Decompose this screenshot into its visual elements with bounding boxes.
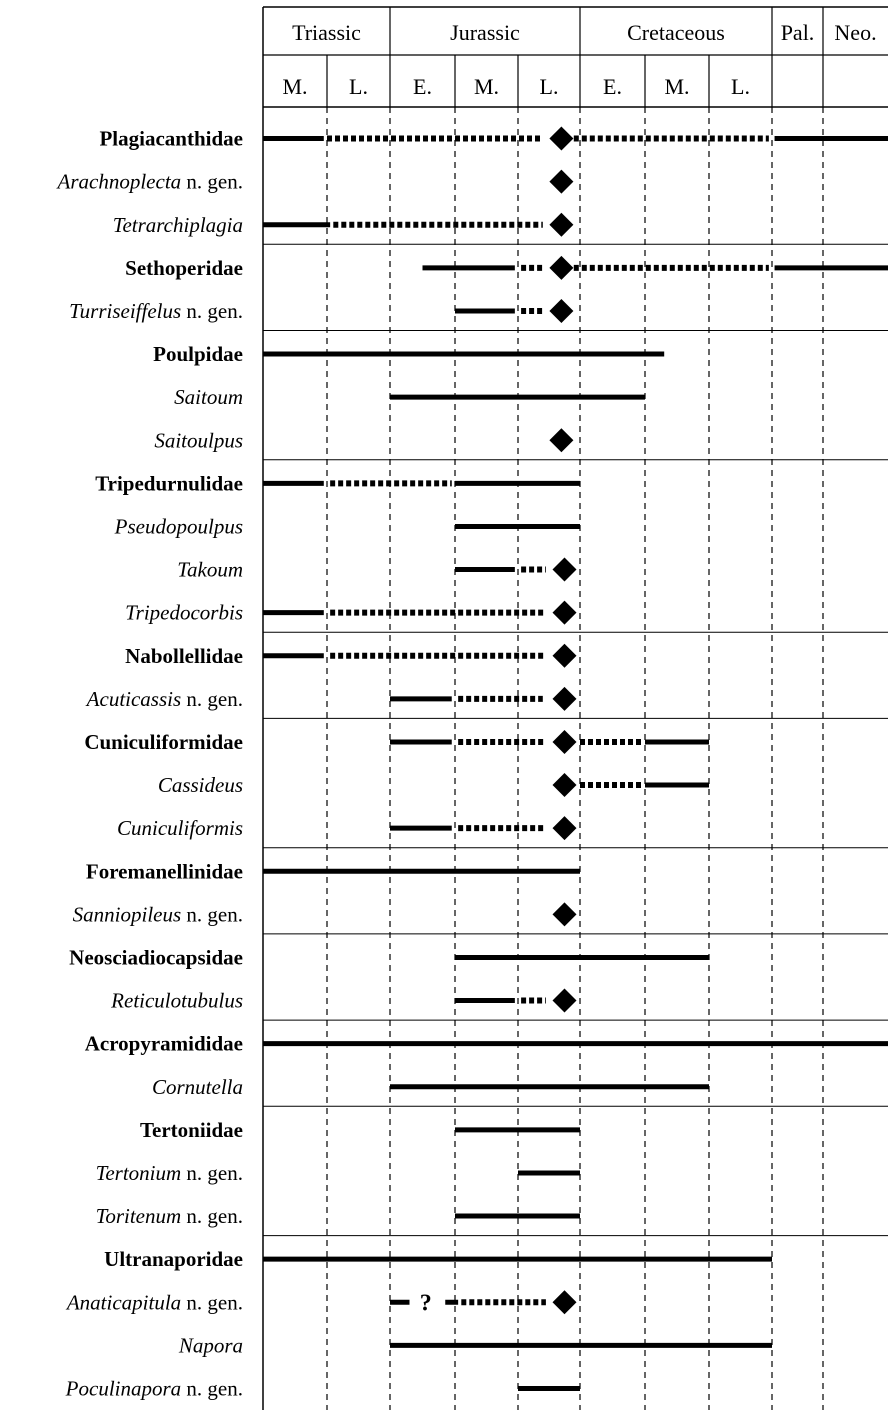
uncertain-range-mark: ? — [420, 1290, 432, 1316]
taxon-label-tripedurnulidae: Tripedurnulidae — [95, 471, 243, 495]
taxon-label-cuniculiformis: Cuniculiformis — [117, 816, 243, 840]
taxon-label-acuticassis: Acuticassis n. gen. — [85, 687, 243, 711]
taxon-label-sanniopileus: Sanniopileus n. gen. — [73, 902, 243, 926]
taxon-name: Turriseiffelus — [69, 299, 181, 323]
occurrence-diamond — [552, 816, 577, 841]
taxon-name: Saitoum — [174, 385, 243, 409]
stage-label: L. — [349, 74, 368, 99]
taxon-label-nabollellidae: Nabollellidae — [125, 644, 243, 668]
period-label: Triassic — [292, 20, 361, 45]
occurrence-diamond — [549, 169, 574, 194]
period-label: Jurassic — [450, 20, 520, 45]
taxon-name: Tertonium — [96, 1161, 182, 1185]
occurrence-diamond — [552, 643, 577, 668]
taxon-name: Tripedocorbis — [125, 601, 243, 625]
occurrence-diamond — [552, 600, 577, 625]
taxon-name: Cornutella — [152, 1075, 243, 1099]
taxon-label-tertonium: Tertonium n. gen. — [96, 1161, 243, 1185]
taxon-name: Arachnoplecta — [56, 170, 182, 194]
stage-label: L. — [731, 74, 750, 99]
new-genus-suffix: n. gen. — [181, 1204, 243, 1228]
period-label: Neo. — [834, 20, 876, 45]
taxon-name: Acropyramididae — [85, 1032, 243, 1056]
period-label: Cretaceous — [627, 20, 725, 45]
occurrence-diamond — [552, 557, 577, 582]
taxon-name: Toritenum — [96, 1204, 182, 1228]
taxon-label-cassideus: Cassideus — [158, 773, 243, 797]
taxon-label-reticulotubulus: Reticulotubulus — [110, 989, 243, 1013]
occurrence-diamond — [552, 1290, 577, 1315]
occurrence-diamond — [549, 126, 574, 151]
taxon-label-cuniculiformidae: Cuniculiformidae — [84, 730, 243, 754]
taxon-label-turriseiffelus: Turriseiffelus n. gen. — [69, 299, 243, 323]
occurrence-diamond — [552, 729, 577, 754]
stage-label: M. — [282, 74, 307, 99]
taxon-name: Napora — [178, 1333, 243, 1357]
taxon-name: Tripedurnulidae — [95, 471, 243, 495]
occurrence-diamond — [549, 212, 574, 237]
taxon-name: Tertoniidae — [140, 1118, 243, 1142]
taxon-name: Saitoulpus — [154, 428, 243, 452]
taxon-label-sethoperidae: Sethoperidae — [125, 256, 243, 280]
taxon-name: Poculinapora — [65, 1376, 182, 1400]
stage-label: E. — [413, 74, 432, 99]
taxon-name: Cuniculiformidae — [84, 730, 243, 754]
taxon-label-cornutella: Cornutella — [152, 1075, 243, 1099]
new-genus-suffix: n. gen. — [181, 1290, 243, 1314]
occurrence-diamond — [552, 686, 577, 711]
occurrence-diamond — [549, 255, 574, 280]
taxon-name: Cassideus — [158, 773, 243, 797]
taxon-label-neosciadiocapsidae: Neosciadiocapsidae — [69, 945, 243, 969]
stage-label: M. — [664, 74, 689, 99]
taxon-label-saitoum: Saitoum — [174, 385, 243, 409]
taxon-name: Takoum — [177, 558, 243, 582]
stage-label: M. — [474, 74, 499, 99]
taxon-label-tripedocorbis: Tripedocorbis — [125, 601, 243, 625]
taxon-label-napora: Napora — [178, 1333, 243, 1357]
period-label: Pal. — [781, 20, 815, 45]
taxon-name: Poulpidae — [153, 342, 243, 366]
taxon-name: Acuticassis — [85, 687, 182, 711]
taxon-name: Anaticapitula — [65, 1290, 181, 1314]
taxon-label-anaticapitula: Anaticapitula n. gen. — [65, 1290, 243, 1314]
taxon-name: Reticulotubulus — [110, 989, 243, 1013]
taxon-name: Neosciadiocapsidae — [69, 945, 243, 969]
taxon-label-arachnoplecta: Arachnoplecta n. gen. — [56, 170, 243, 194]
taxon-label-pseudopoulpus: Pseudopoulpus — [114, 514, 243, 538]
taxon-name: Pseudopoulpus — [114, 514, 243, 538]
taxon-name: Foremanellinidae — [86, 859, 243, 883]
occurrence-diamond — [549, 298, 574, 323]
new-genus-suffix: n. gen. — [181, 902, 243, 926]
taxon-label-acropyramididae: Acropyramididae — [85, 1032, 243, 1056]
taxon-name: Plagiacanthidae — [99, 127, 243, 151]
taxon-label-plagiacanthidae: Plagiacanthidae — [99, 127, 243, 151]
occurrence-diamond — [552, 773, 577, 798]
taxon-name: Nabollellidae — [125, 644, 243, 668]
occurrence-diamond — [552, 902, 577, 927]
new-genus-suffix: n. gen. — [181, 1161, 243, 1185]
new-genus-suffix: n. gen. — [181, 1376, 243, 1400]
taxon-label-foremanellinidae: Foremanellinidae — [86, 859, 243, 883]
new-genus-suffix: n. gen. — [181, 299, 243, 323]
taxon-label-tetrarchiplagia: Tetrarchiplagia — [113, 213, 243, 237]
taxon-name: Sanniopileus — [73, 902, 182, 926]
taxon-label-takoum: Takoum — [177, 558, 243, 582]
occurrence-diamond — [552, 988, 577, 1013]
new-genus-suffix: n. gen. — [181, 687, 243, 711]
new-genus-suffix: n. gen. — [181, 170, 243, 194]
taxon-name: Cuniculiformis — [117, 816, 243, 840]
taxon-name: Tetrarchiplagia — [113, 213, 243, 237]
taxon-label-poculinapora: Poculinapora n. gen. — [65, 1376, 243, 1400]
stage-label: E. — [603, 74, 622, 99]
taxon-label-toritenum: Toritenum n. gen. — [96, 1204, 243, 1228]
taxon-label-tertoniidae: Tertoniidae — [140, 1118, 243, 1142]
occurrence-diamond — [549, 428, 574, 453]
taxon-name: Sethoperidae — [125, 256, 243, 280]
taxon-label-poulpidae: Poulpidae — [153, 342, 243, 366]
taxon-label-saitoulpus: Saitoulpus — [154, 428, 243, 452]
stage-label: L. — [540, 74, 559, 99]
taxon-label-ultranaporidae: Ultranaporidae — [104, 1247, 243, 1271]
taxon-name: Ultranaporidae — [104, 1247, 243, 1271]
